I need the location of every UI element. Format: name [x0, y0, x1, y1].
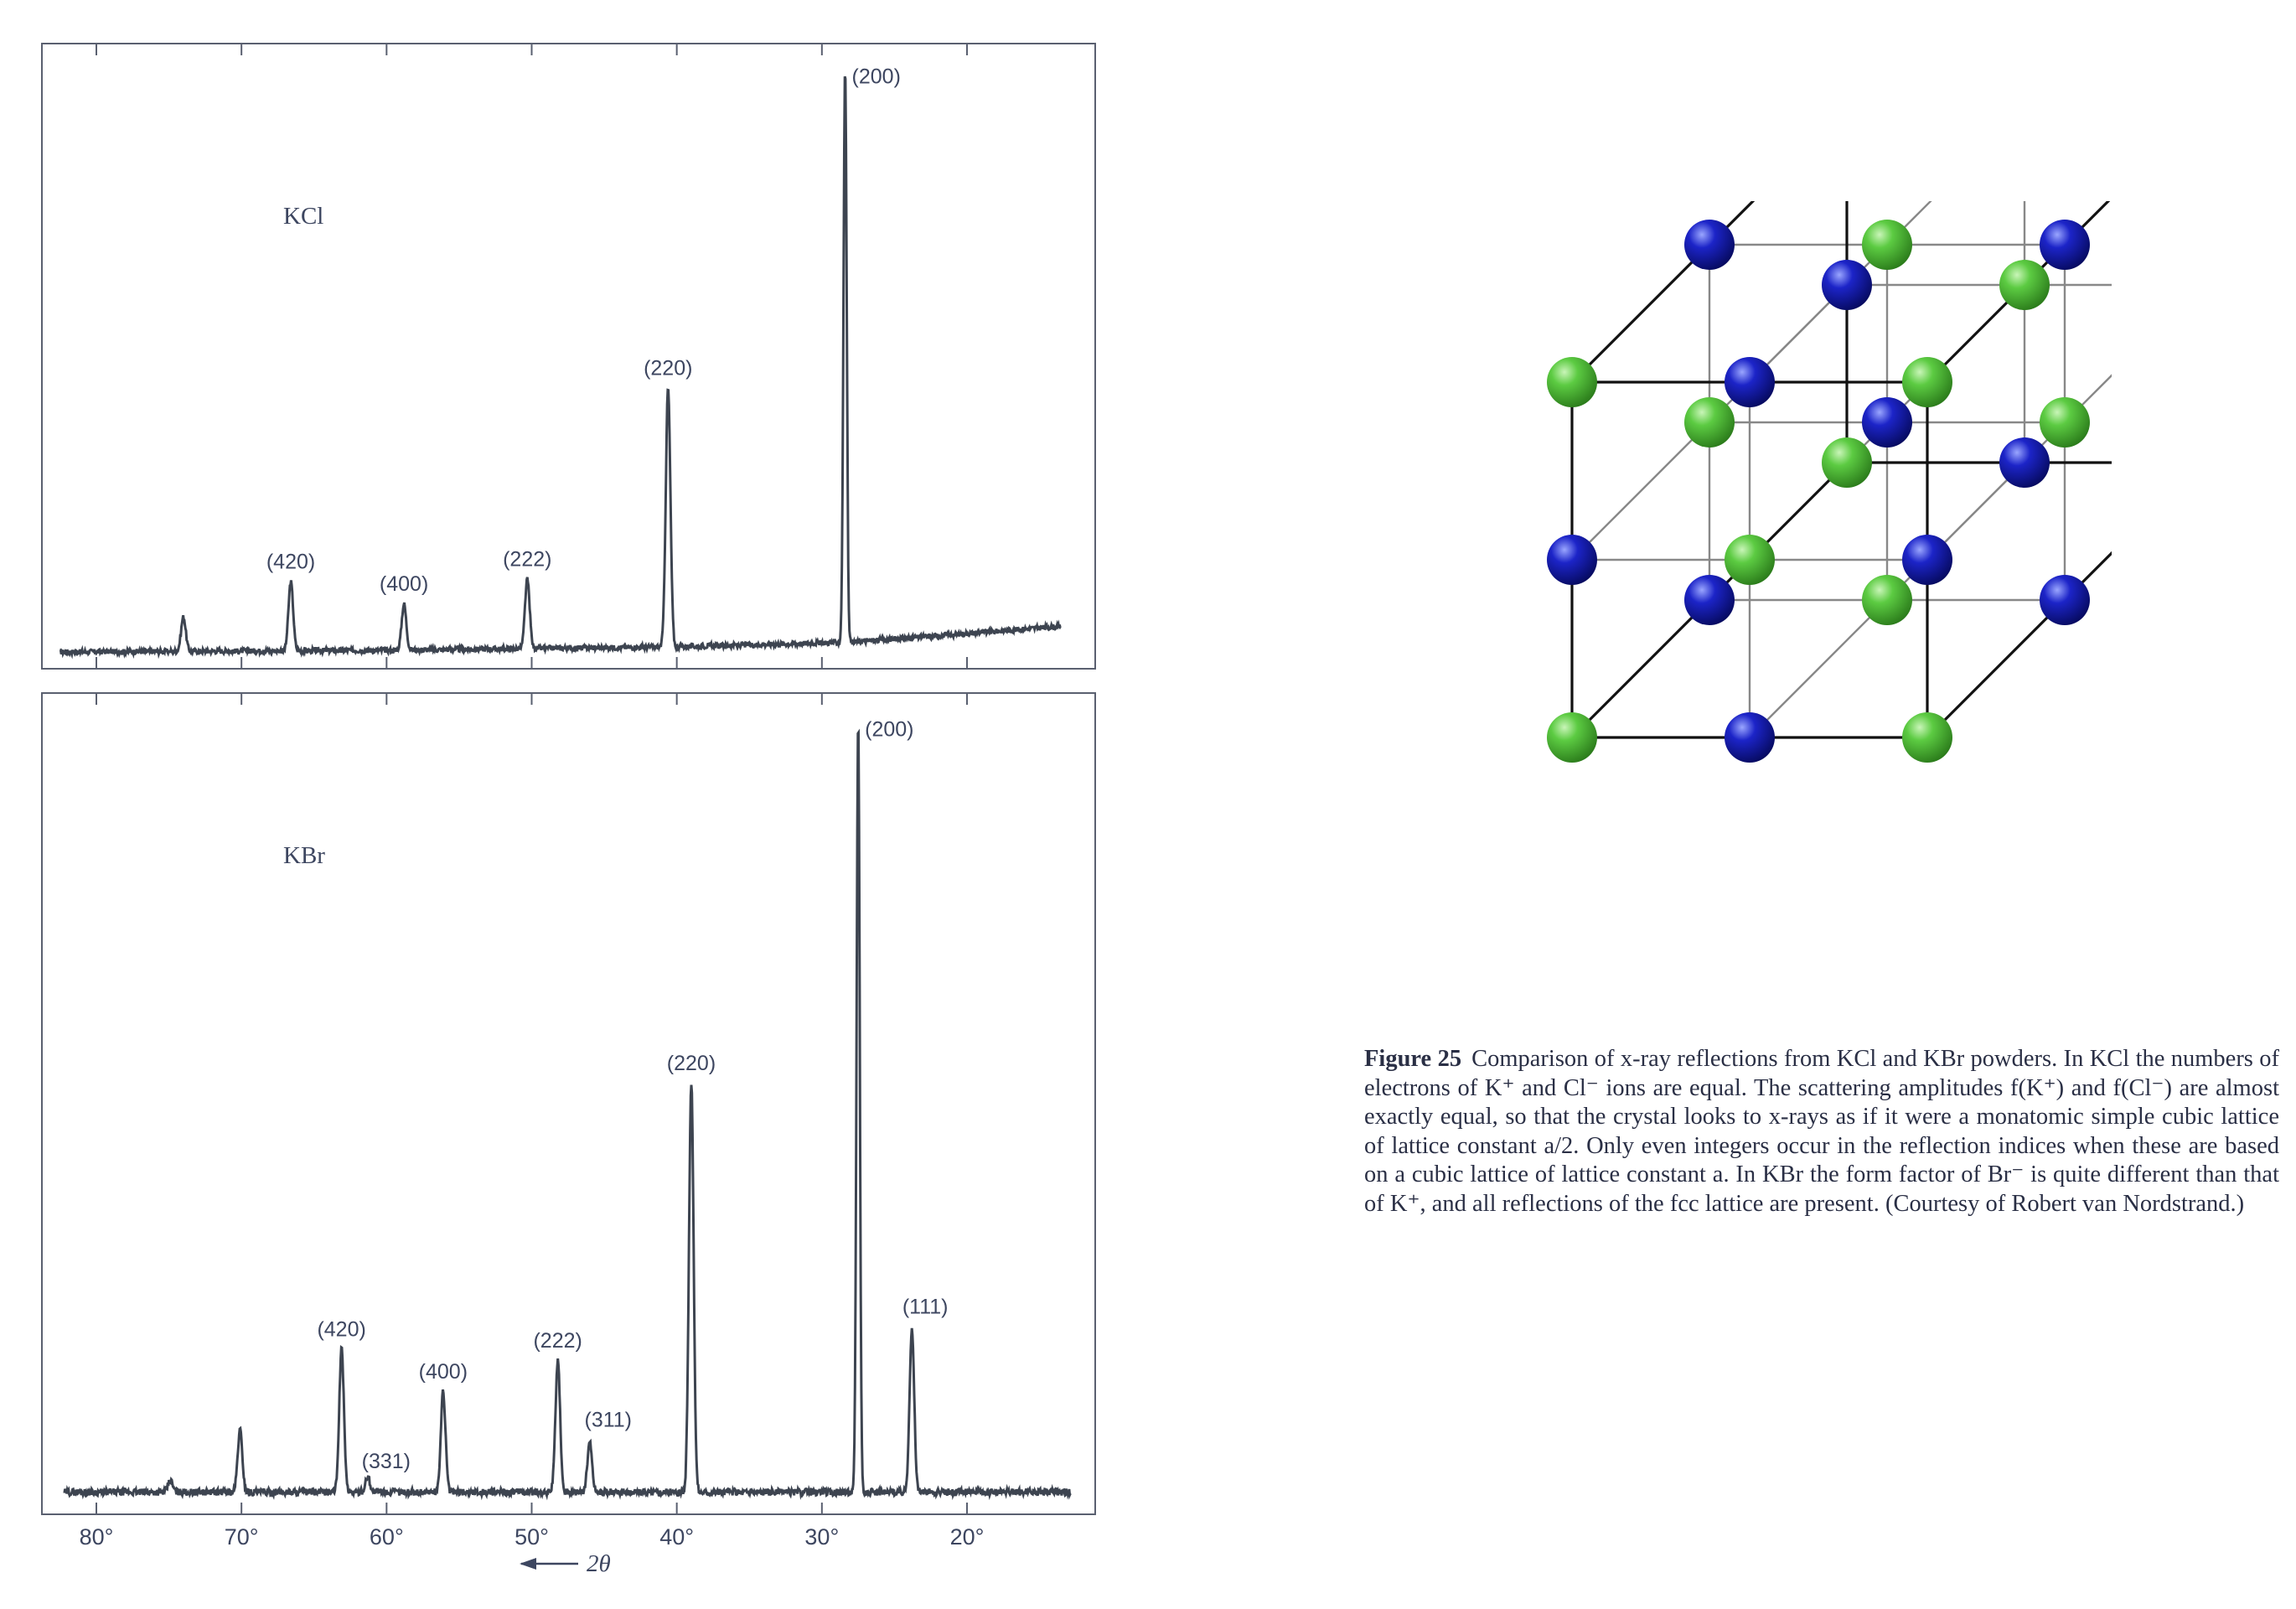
x-tick-label: 30°	[804, 1524, 839, 1550]
blue-ion	[2040, 220, 2090, 270]
arrowhead-icon	[520, 1558, 536, 1570]
kbr-peak-labels: (111) (200) (220) (311) (222) (400) (331) (420)	[317, 717, 948, 1473]
blue-ion	[1902, 535, 1952, 585]
peak-label: (420)	[317, 1317, 365, 1341]
nacl-lattice-diagram	[1547, 201, 2112, 763]
peak-label: (222)	[503, 548, 551, 572]
kcl-trace	[59, 75, 1062, 660]
peak-label: (220)	[667, 1052, 716, 1075]
blue-ion	[1725, 357, 1775, 407]
green-ion	[1822, 437, 1872, 488]
x-tick-label: 50°	[515, 1524, 549, 1550]
blue-ion	[2040, 575, 2090, 625]
kcl-chart: KCl (200) (220) (222) (400) (420)	[41, 43, 1096, 670]
kbr-ticks	[96, 693, 968, 1514]
green-ion	[1684, 397, 1735, 448]
blue-ion	[1684, 220, 1735, 270]
x-tick-label: 40°	[659, 1524, 694, 1550]
green-ion	[1999, 260, 2050, 310]
peak-label: (420)	[266, 550, 315, 573]
kbr-trace	[63, 728, 1072, 1501]
x-tick-label: 60°	[370, 1524, 404, 1550]
two-theta-axis-caption: 2θ	[520, 1550, 611, 1577]
x-axis-label: 2θ	[587, 1550, 611, 1577]
kcl-ticks	[96, 44, 968, 669]
green-ion	[2040, 397, 2090, 448]
peak-label: (222)	[533, 1329, 582, 1353]
peak-label: (200)	[865, 717, 913, 741]
kbr-frame	[41, 692, 1096, 1515]
green-ion	[1862, 220, 1912, 270]
figure-number: Figure 25	[1364, 1046, 1462, 1072]
blue-ion	[1684, 575, 1735, 625]
kcl-compound-label: KCl	[283, 203, 323, 230]
blue-ion	[1547, 535, 1597, 585]
blue-ion	[1862, 397, 1912, 448]
peak-label: (400)	[380, 572, 428, 596]
peak-label: (111)	[902, 1295, 949, 1318]
figure-caption: Figure 25 Comparison of x-ray reflections…	[1364, 1045, 2279, 1218]
blue-ion	[1822, 260, 1872, 310]
x-tick-label: 80°	[80, 1524, 114, 1550]
blue-ion	[1999, 437, 2050, 488]
green-ion	[1725, 535, 1775, 585]
kcl-peak-labels: (200) (220) (222) (400) (420)	[266, 65, 901, 595]
peak-label: (331)	[362, 1450, 411, 1473]
peak-label: (200)	[852, 65, 901, 88]
green-ion	[1902, 357, 1952, 407]
x-axis-tick-labels: 80° 70° 60° 50° 40° 30° 20°	[80, 1524, 985, 1550]
green-ion	[1547, 712, 1597, 763]
x-tick-label: 70°	[225, 1524, 259, 1550]
lattice-atoms	[1547, 220, 2090, 763]
peak-label: (311)	[585, 1409, 633, 1432]
blue-ion	[1725, 712, 1775, 763]
peak-label: (220)	[644, 357, 692, 380]
peak-label: (400)	[419, 1360, 468, 1384]
kbr-compound-label: KBr	[283, 842, 325, 869]
kcl-frame	[41, 43, 1096, 670]
green-ion	[1547, 357, 1597, 407]
green-ion	[1902, 712, 1952, 763]
x-tick-label: 20°	[950, 1524, 985, 1550]
caption-text: Comparison of x-ray reflections from KCl…	[1364, 1046, 2279, 1217]
green-ion	[1862, 575, 1912, 625]
